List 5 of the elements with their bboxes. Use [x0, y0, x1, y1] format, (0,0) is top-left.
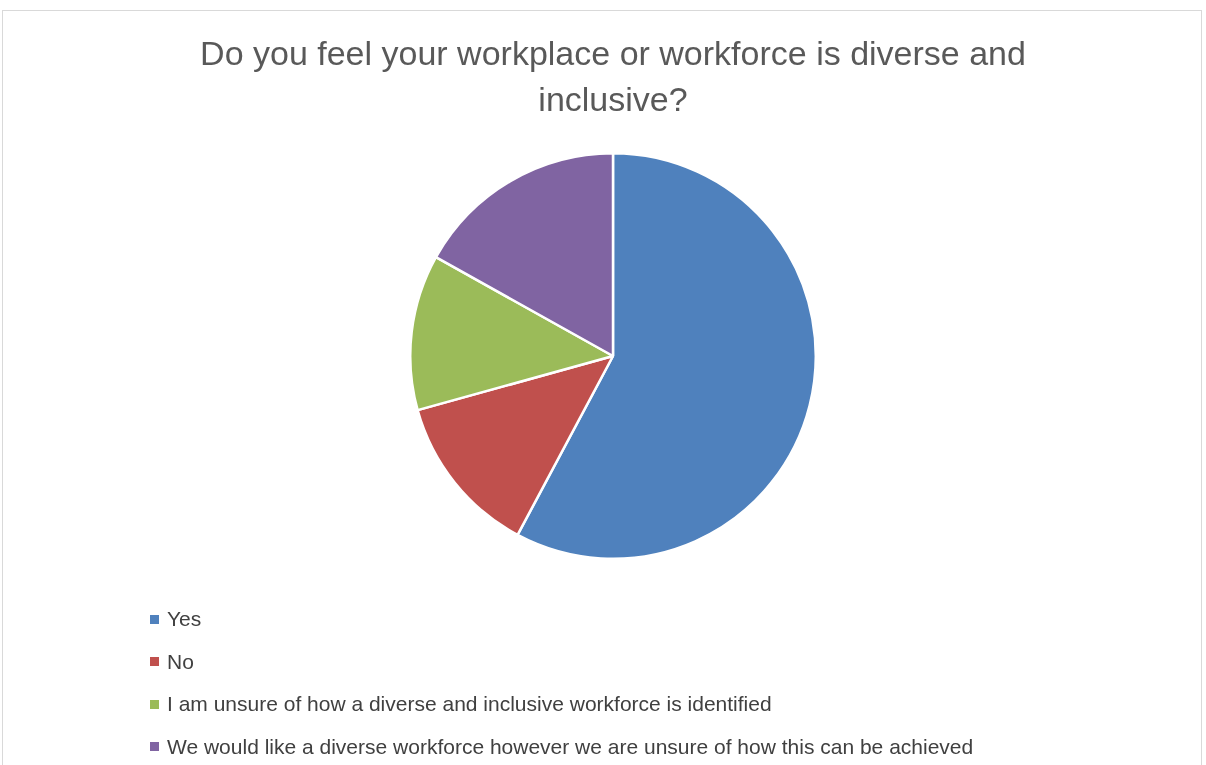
legend-label: We would like a diverse workforce however we are unsure of how this can be achieved — [167, 734, 974, 759]
legend-label: I am unsure of how a diverse and inclusive workforce is identified — [167, 692, 772, 717]
chart-title: Do you feel your workplace or workforce is diverse and inclusive? — [199, 33, 1027, 120]
legend-label: No — [167, 649, 194, 674]
legend-label: Yes — [167, 607, 202, 632]
